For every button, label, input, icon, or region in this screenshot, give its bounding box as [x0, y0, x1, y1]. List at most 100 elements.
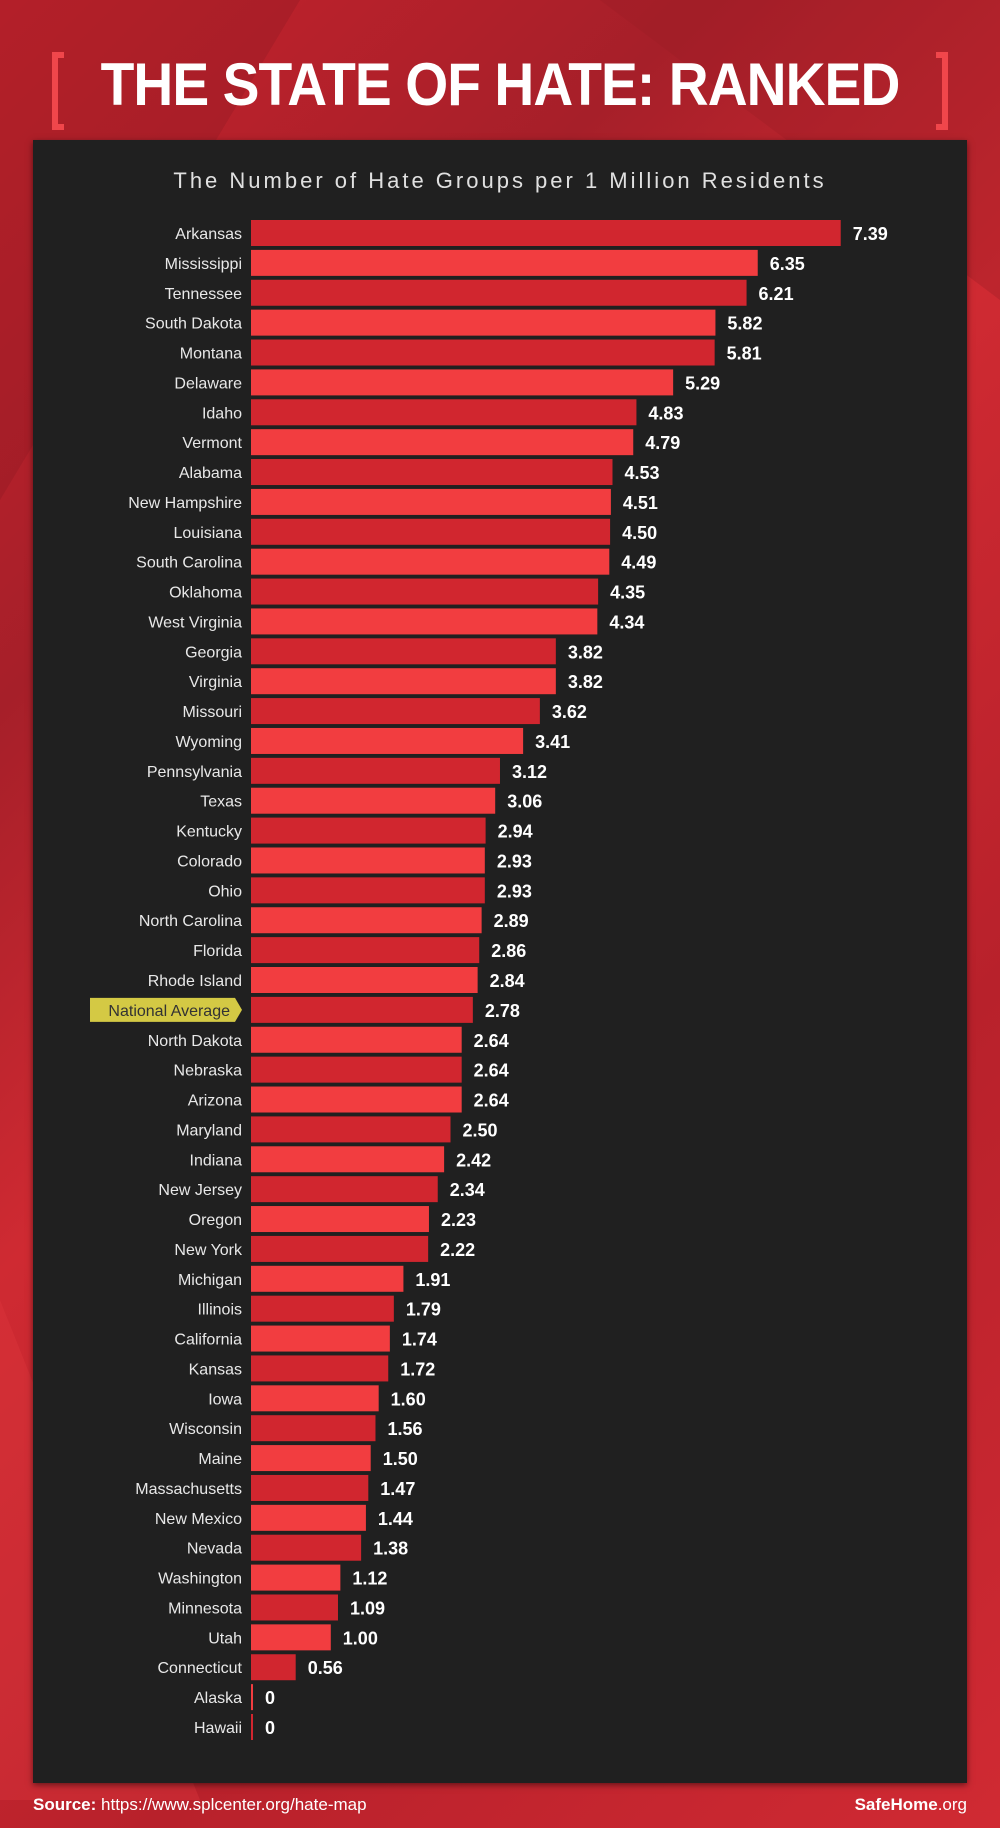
value-label: 1.47 — [380, 1479, 415, 1499]
category-label: Nevada — [187, 1541, 242, 1558]
value-label: 3.82 — [568, 642, 603, 662]
value-label: 4.51 — [623, 493, 658, 513]
category-label: Oklahoma — [169, 585, 242, 602]
bar — [251, 1146, 445, 1173]
bar — [251, 1564, 341, 1591]
value-label: 1.79 — [406, 1300, 441, 1320]
source-label: Source: — [33, 1795, 97, 1814]
category-label: Arkansas — [175, 226, 242, 243]
bar — [251, 937, 480, 964]
category-label: Pennsylvania — [147, 764, 242, 781]
value-label: 1.38 — [373, 1539, 408, 1559]
value-label: 3.62 — [552, 702, 587, 722]
value-label: 2.86 — [491, 941, 526, 961]
value-label: 2.64 — [474, 1061, 509, 1081]
bar — [251, 1684, 253, 1711]
bar — [251, 817, 486, 844]
value-label: 2.42 — [456, 1150, 491, 1170]
source-note: Source: https://www.splcenter.org/hate-m… — [33, 1795, 367, 1815]
bar — [251, 1654, 296, 1681]
bar — [251, 1206, 429, 1233]
value-label: 2.22 — [440, 1240, 475, 1260]
value-label: 5.82 — [727, 314, 762, 334]
category-label: Utah — [208, 1630, 242, 1647]
value-label: 5.81 — [727, 344, 762, 364]
category-label: New York — [174, 1242, 243, 1259]
value-label: 7.39 — [853, 224, 888, 244]
bar — [251, 1086, 462, 1113]
bar — [251, 339, 715, 366]
bar — [251, 1415, 376, 1442]
bar — [251, 399, 637, 426]
category-label: Vermont — [182, 435, 242, 452]
value-label: 3.12 — [512, 762, 547, 782]
page-title: THE STATE OF HATE: RANKED — [100, 51, 901, 118]
bar — [251, 787, 496, 814]
bar — [251, 1504, 366, 1531]
value-label: 4.34 — [609, 612, 644, 632]
category-label: New Mexico — [155, 1511, 242, 1528]
value-label: 2.93 — [497, 851, 532, 871]
value-label: 3.06 — [507, 792, 542, 812]
bar — [251, 1235, 429, 1262]
value-label: 2.94 — [498, 822, 533, 842]
category-label: Michigan — [178, 1272, 242, 1289]
category-label: California — [174, 1332, 242, 1349]
category-label: North Dakota — [148, 1033, 242, 1050]
category-label: North Carolina — [139, 913, 242, 930]
value-label: 1.56 — [387, 1419, 422, 1439]
value-label: 1.74 — [402, 1330, 437, 1350]
value-label: 0 — [265, 1718, 275, 1738]
category-label: Tennessee — [165, 286, 242, 303]
bar — [251, 1534, 362, 1561]
bar — [251, 1624, 331, 1651]
bar — [251, 638, 556, 665]
bar — [251, 1445, 371, 1472]
source-link[interactable]: https://www.splcenter.org/hate-map — [101, 1795, 367, 1814]
category-label: Iowa — [208, 1391, 242, 1408]
bar — [251, 847, 485, 874]
value-label: 6.21 — [759, 284, 794, 304]
bar — [251, 757, 500, 784]
value-label: 2.93 — [497, 881, 532, 901]
category-label: Ohio — [208, 883, 242, 900]
bar — [251, 1295, 394, 1322]
category-label: Florida — [193, 943, 242, 960]
value-label: 4.53 — [624, 463, 659, 483]
brand-logo: SafeHome.org — [855, 1795, 967, 1815]
value-label: 1.09 — [350, 1598, 385, 1618]
bar — [251, 1176, 438, 1203]
category-label: Colorado — [177, 853, 242, 870]
category-label: New Hampshire — [128, 495, 242, 512]
category-label: Virginia — [189, 674, 242, 691]
bar — [251, 608, 598, 635]
category-label: Illinois — [198, 1302, 242, 1319]
value-label: 2.34 — [450, 1180, 485, 1200]
value-label: 1.12 — [352, 1569, 387, 1589]
value-label: 1.00 — [343, 1628, 378, 1648]
value-label: 4.35 — [610, 583, 645, 603]
category-label: Nebraska — [174, 1063, 243, 1080]
category-label: Texas — [200, 794, 242, 811]
title-bracket-right — [936, 52, 948, 130]
value-label: 5.29 — [685, 373, 720, 393]
category-label: New Jersey — [158, 1182, 242, 1199]
title-bracket-left — [52, 52, 64, 130]
bar — [251, 249, 758, 276]
bar — [251, 459, 613, 486]
category-label: Minnesota — [168, 1600, 242, 1617]
value-label: 3.82 — [568, 672, 603, 692]
bar — [251, 578, 599, 605]
category-label: Rhode Island — [148, 973, 242, 990]
category-label: Montana — [180, 346, 242, 363]
category-label: Missouri — [182, 704, 242, 721]
value-label: 2.50 — [463, 1120, 498, 1140]
category-label: Connecticut — [158, 1660, 243, 1677]
value-label: 2.84 — [490, 971, 525, 991]
bar — [251, 1714, 253, 1740]
bar — [251, 996, 473, 1023]
bar — [251, 967, 478, 993]
category-label: Washington — [158, 1571, 242, 1588]
value-label: 2.64 — [474, 1031, 509, 1051]
